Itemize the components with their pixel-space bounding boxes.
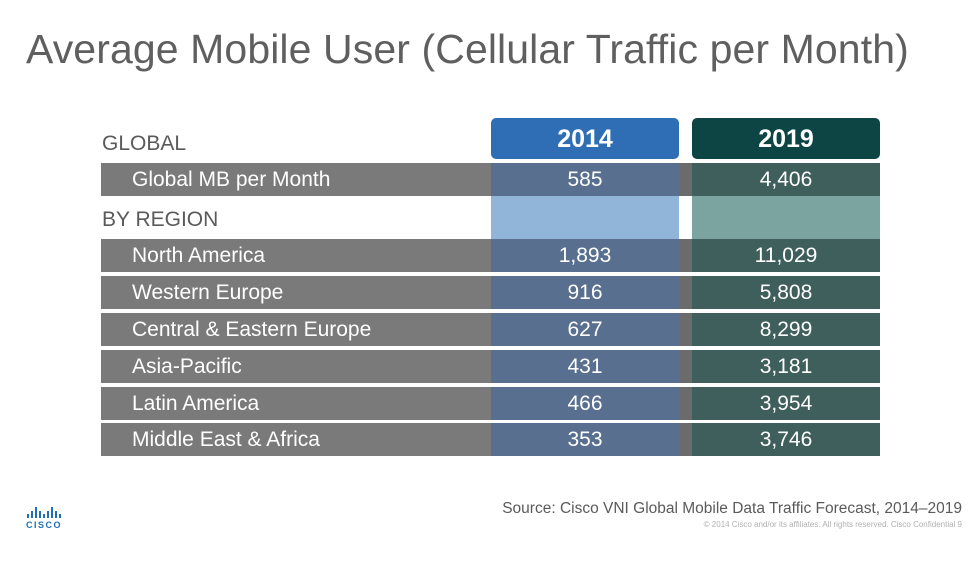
column-gap — [679, 423, 692, 456]
row-label: Global MB per Month — [132, 168, 331, 191]
row-label: Asia-Pacific — [132, 355, 242, 378]
cell-2019: 4,406 — [692, 163, 880, 196]
cisco-bars-icon — [27, 506, 70, 518]
row-label: Western Europe — [132, 281, 284, 304]
column-gap — [679, 276, 692, 309]
cell-2014: 627 — [491, 313, 679, 346]
cisco-logo-text: CISCO — [26, 520, 63, 530]
copyright-note: © 2014 Cisco and/or its affiliates. All … — [703, 520, 962, 529]
cell-2014: 585 — [491, 163, 679, 196]
row-label: Central & Eastern Europe — [132, 318, 372, 341]
row-label: North America — [132, 244, 266, 267]
column-2019-background — [692, 196, 880, 239]
cell-2019: 3,181 — [692, 350, 880, 383]
row-label: Latin America — [132, 392, 260, 415]
cell-2019: 11,029 — [692, 239, 880, 272]
cisco-logo: CISCO — [24, 506, 70, 534]
column-gap — [679, 239, 692, 272]
column-gap — [679, 313, 692, 346]
source-note: Source: Cisco VNI Global Mobile Data Tra… — [502, 500, 962, 517]
section-label-by-region: BY REGION — [102, 208, 219, 231]
cell-2019: 3,746 — [692, 423, 880, 456]
cell-2014: 353 — [491, 423, 679, 456]
cell-2019: 5,808 — [692, 276, 880, 309]
cell-2014: 916 — [491, 276, 679, 309]
column-gap — [679, 350, 692, 383]
cell-2014: 431 — [491, 350, 679, 383]
slide-title: Average Mobile User (Cellular Traffic pe… — [26, 26, 909, 72]
header-2014: 2014 — [491, 118, 679, 159]
column-gap — [679, 387, 692, 420]
row-label: Middle East & Africa — [132, 428, 320, 451]
cell-2014: 466 — [491, 387, 679, 420]
column-gap — [679, 163, 692, 196]
column-2014-background — [491, 196, 679, 239]
cell-2019: 8,299 — [692, 313, 880, 346]
cell-2014: 1,893 — [491, 239, 679, 272]
section-label-global: GLOBAL — [102, 132, 187, 155]
header-2019: 2019 — [692, 118, 880, 159]
cell-2019: 3,954 — [692, 387, 880, 420]
